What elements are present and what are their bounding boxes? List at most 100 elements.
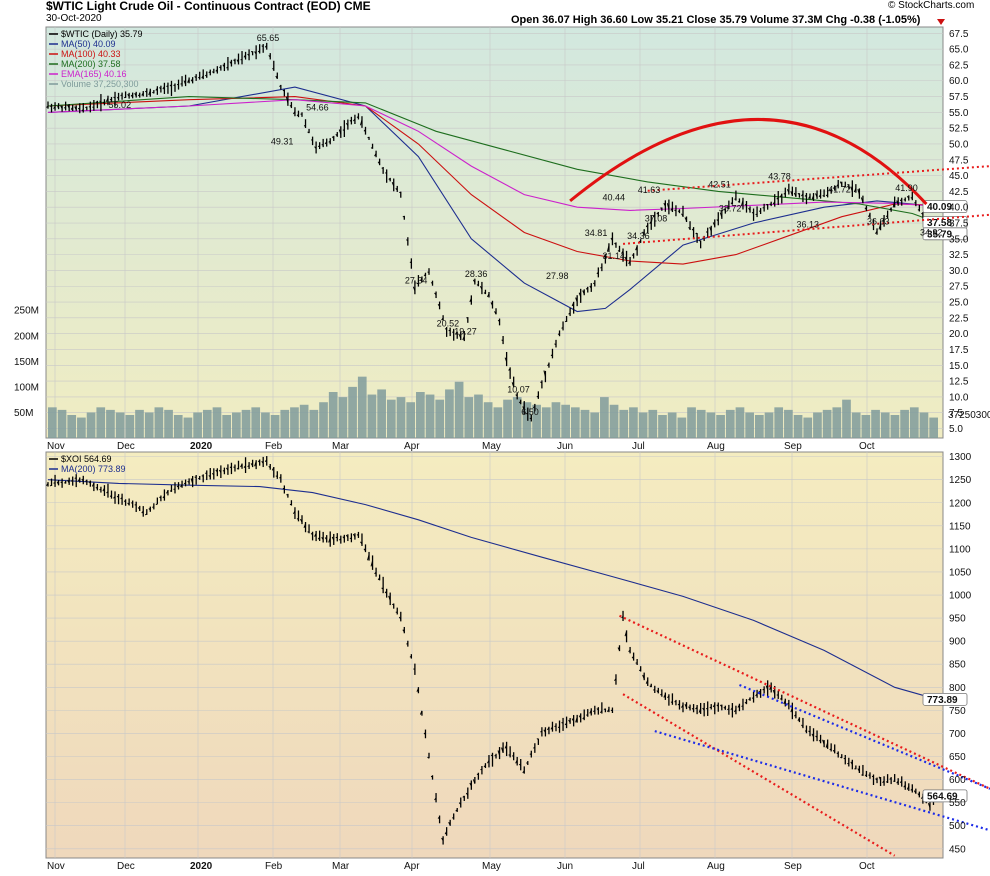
price-tick: [296, 518, 299, 520]
price-tick: [215, 469, 218, 473]
price-tick: [317, 536, 321, 540]
price-tick: [342, 536, 345, 539]
volume-tick-label: 150M: [14, 357, 39, 368]
price-tick: [921, 212, 924, 215]
price-tick: [56, 481, 60, 485]
price-tick: [63, 106, 66, 109]
price-tick: [550, 354, 553, 357]
y-tick-label: 10.0: [949, 392, 969, 403]
legend-entry: $XOI 564.69: [61, 454, 112, 464]
x-tick-label: Oct: [859, 861, 875, 872]
price-tick: [159, 87, 162, 90]
price-tick: [684, 704, 687, 709]
price-tick: [836, 752, 839, 755]
price-tick: [857, 189, 860, 195]
price-tick: [515, 759, 518, 764]
price-tick: [444, 831, 448, 835]
price-tick: [487, 760, 490, 764]
price-tick: [204, 74, 208, 77]
price-tick: [194, 476, 197, 479]
price-tick: [688, 227, 691, 230]
y-tick-label: 20.0: [949, 329, 969, 340]
price-tick: [910, 197, 913, 199]
volume-bar: [880, 412, 890, 438]
price-tick: [324, 141, 328, 145]
price-tick: [328, 537, 331, 543]
price-tick: [628, 649, 631, 653]
price-tick: [511, 755, 514, 757]
price-tick: [667, 695, 670, 698]
price-tick: [691, 707, 694, 710]
price-tick: [127, 94, 130, 97]
volume-bar: [861, 415, 871, 438]
y-tick-label: 750: [949, 706, 966, 717]
price-tick: [180, 83, 183, 85]
y-tick-label: 1150: [949, 521, 971, 532]
volume-bar: [803, 417, 813, 438]
volume-bar: [658, 415, 667, 438]
price-tick: [599, 710, 603, 714]
price-tag: [922, 692, 968, 706]
volume-bar: [532, 404, 541, 438]
y-tick-label: 32.5: [949, 250, 969, 261]
price-tick: [518, 763, 522, 766]
price-tick: [501, 339, 504, 342]
y-tick-label: 30.0: [949, 266, 969, 277]
x-tick-label: Jun: [557, 441, 573, 452]
price-tick: [730, 202, 733, 205]
price-tick: [635, 245, 638, 251]
x-tick-label: Jul: [632, 441, 645, 452]
volume-bar: [629, 407, 638, 438]
y-tick-label: 7.5: [949, 408, 963, 419]
price-tick: [49, 484, 52, 487]
price-tick: [458, 334, 462, 339]
price-tick: [839, 181, 843, 185]
price-tick: [190, 78, 194, 82]
volume-bar: [561, 404, 570, 438]
price-tick: [208, 71, 211, 74]
price-tick: [247, 465, 250, 468]
price-tick: [448, 329, 451, 332]
volume-bar: [106, 409, 115, 438]
price-tick: [691, 228, 694, 231]
volume-bar: [183, 417, 193, 438]
price-tick: [402, 629, 405, 633]
y-tick-label: 12.5: [949, 377, 969, 388]
price-tick: [497, 750, 501, 756]
price-tick: [240, 464, 243, 468]
price-tick: [801, 724, 804, 728]
volume-bar: [619, 409, 629, 438]
volume-bar: [648, 409, 658, 438]
top-panel-background: [45, 26, 944, 439]
price-tick: [257, 50, 261, 53]
price-tick: [783, 192, 786, 195]
price-tick: [264, 459, 268, 463]
price-tick: [243, 54, 246, 58]
price-tick: [727, 708, 730, 711]
volume-bar: [290, 407, 299, 438]
price-tick: [349, 537, 352, 540]
price-tick: [46, 483, 49, 486]
price-tick: [723, 706, 726, 709]
y-tick-label: 67.5: [949, 29, 969, 40]
price-tick: [268, 466, 271, 469]
y-tick-label: 850: [949, 660, 966, 671]
price-tick: [254, 51, 257, 55]
x-tick-label: 2020: [190, 861, 213, 872]
price-annotation: 34.92: [920, 227, 943, 237]
watermark: © StockCharts.com: [888, 0, 975, 11]
volume-bar: [222, 415, 232, 438]
price-tick: [166, 85, 169, 87]
price-tick: [222, 64, 225, 68]
volume-bar: [832, 407, 842, 438]
x-tick-label: Aug: [707, 441, 725, 452]
x-tick-label: May: [482, 441, 501, 452]
price-tick: [494, 311, 497, 315]
price-annotation: 36.13: [796, 220, 819, 230]
volume-bar: [764, 412, 774, 438]
price-tick: [762, 688, 765, 691]
price-tick: [116, 96, 119, 99]
price-tick: [885, 780, 888, 783]
price-tick: [719, 704, 723, 707]
y-tick-label: 45.0: [949, 171, 969, 182]
